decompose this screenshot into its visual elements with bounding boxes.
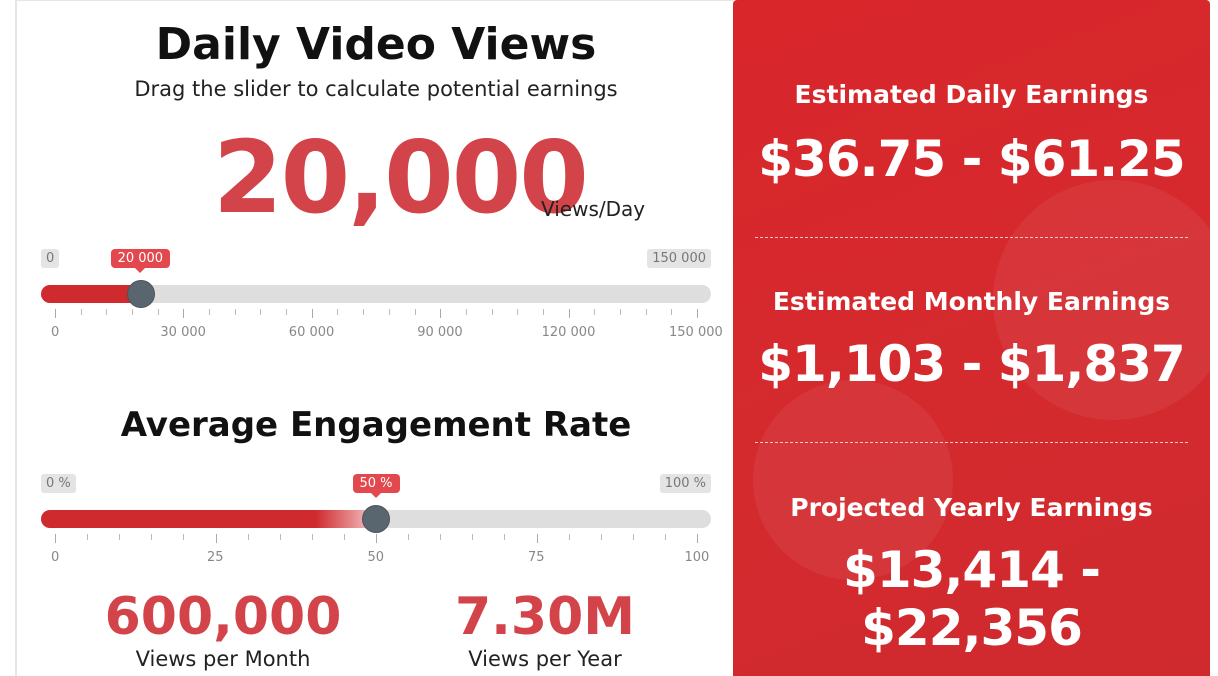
slider-tick (542, 309, 544, 315)
slider-tick (517, 309, 519, 315)
yearly-earnings-title: Projected Yearly Earnings (790, 493, 1153, 522)
slider-ticks (41, 534, 711, 544)
slider-tick-label: 0 (51, 325, 60, 340)
daily-views-value: 20,000 (213, 119, 589, 236)
divider (755, 442, 1188, 443)
slider-tick (55, 534, 56, 543)
slider-tick (87, 534, 89, 540)
slider-tick-label: 0 (51, 550, 60, 565)
slider-min-label: 0 (41, 249, 60, 268)
yearly-views-label: Views per Year (468, 647, 622, 671)
slider-tick (632, 534, 634, 540)
slider-tick (234, 309, 236, 315)
slider-tick (388, 309, 390, 315)
slider-tick (286, 309, 288, 315)
monthly-views-label: Views per Month (135, 647, 311, 671)
slider-tick-label: 75 (528, 550, 545, 565)
background-decoration (993, 180, 1210, 420)
divider (755, 237, 1188, 238)
slider-tick (311, 309, 313, 318)
views-slider[interactable]: 0 150 000 20 000 0 30 000 60 000 90 000 120 … (41, 249, 723, 349)
slider-tick (697, 534, 698, 543)
slider-tick (600, 534, 602, 540)
slider-tick (504, 534, 506, 540)
slider-value-bubble: 50 % (352, 474, 400, 498)
slider-handle[interactable] (362, 505, 390, 533)
slider-tick-label: 120 000 (541, 325, 596, 340)
slider-tick (594, 309, 596, 315)
yearly-views-value: 7.30M (454, 587, 636, 647)
slider-tick (80, 309, 82, 315)
slider-tick (536, 534, 538, 543)
slider-tick (414, 309, 416, 315)
slider-tick-label: 150 000 (669, 325, 723, 340)
slider-tick (55, 309, 56, 318)
slider-tick (215, 534, 217, 543)
slider-tick (151, 534, 153, 540)
slider-tick-label: 90 000 (417, 325, 463, 340)
monthly-earnings-title: Estimated Monthly Earnings (772, 287, 1171, 316)
slider-tick-label: 30 000 (160, 325, 206, 340)
slider-tick (247, 534, 249, 540)
daily-earnings-title: Estimated Daily Earnings (794, 80, 1149, 109)
slider-tick (119, 534, 121, 540)
slider-value-bubble: 20 000 (110, 249, 171, 273)
earnings-panel: Estimated Daily Earnings $36.75 - $61.25… (733, 0, 1210, 676)
daily-views-unit: Views/Day (541, 197, 646, 221)
views-subtitle: Drag the slider to calculate potential e… (134, 77, 618, 101)
slider-tick-label: 25 (207, 550, 224, 565)
slider-tick (440, 309, 442, 318)
slider-max-label: 150 000 (647, 249, 711, 268)
slider-handle[interactable] (126, 280, 155, 308)
slider-tick (472, 534, 474, 540)
slider-ticks (41, 309, 711, 319)
monthly-views-value: 600,000 (104, 587, 342, 647)
engagement-title: Average Engagement Rate (120, 405, 632, 445)
monthly-earnings-value: $1,103 - $1,837 (758, 335, 1185, 393)
slider-tick (183, 534, 185, 540)
slider-tick (337, 309, 339, 315)
slider-tick (106, 309, 108, 315)
views-title: Daily Video Views (155, 19, 597, 70)
slider-tick (671, 309, 673, 315)
slider-tick (343, 534, 345, 540)
slider-tick (376, 534, 377, 543)
slider-tick (157, 309, 159, 315)
slider-tick (408, 534, 410, 540)
slider-tick (465, 309, 467, 315)
slider-tick-label: 60 000 (288, 325, 335, 340)
slider-tick (491, 309, 493, 315)
slider-tick (132, 309, 134, 315)
slider-tick (568, 309, 570, 318)
engagement-slider[interactable]: 0 % 100 % 50 % 0 25 50 75 100 (41, 474, 711, 574)
slider-tick (645, 309, 647, 315)
slider-tick (619, 309, 621, 315)
slider-fill (41, 285, 141, 303)
slider-tick (209, 309, 211, 315)
slider-tick (440, 534, 442, 540)
calculator-panel: Daily Video Views Drag the slider to cal… (15, 0, 733, 676)
background-decoration (753, 380, 953, 580)
daily-earnings-value: $36.75 - $61.25 (758, 130, 1185, 188)
slider-tick (697, 309, 698, 318)
slider-tick (279, 534, 281, 540)
yearly-earnings-value: $13,414 - $22,356 (843, 541, 1101, 657)
slider-min-label: 0 % (41, 474, 76, 493)
slider-tick (183, 309, 185, 318)
slider-fill (41, 510, 376, 528)
slider-tick (363, 309, 365, 315)
slider-track[interactable] (41, 285, 711, 303)
slider-tick-label: 50 (367, 550, 385, 565)
slider-tick (568, 534, 570, 540)
slider-tick-label: 100 (684, 550, 710, 565)
slider-tick (260, 309, 262, 315)
slider-tick (311, 534, 313, 540)
slider-tick (664, 534, 666, 540)
slider-max-label: 100 % (659, 474, 711, 493)
